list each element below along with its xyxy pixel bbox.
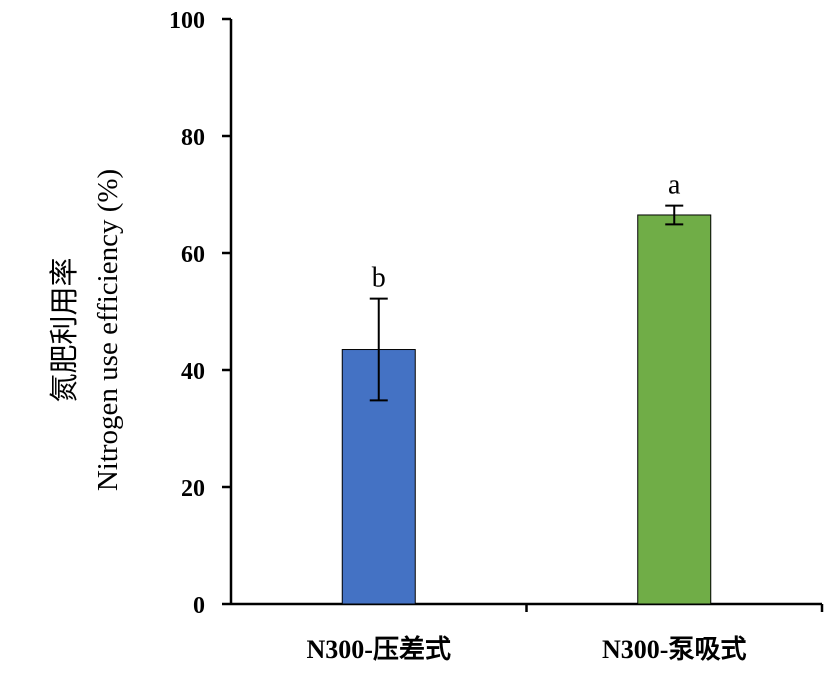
bars — [341, 214, 712, 605]
axes — [229, 19, 822, 606]
x-tick-label: N300-泵吸式 — [602, 635, 746, 664]
y-tick-label: 20 — [181, 476, 205, 502]
y-tick-label: 0 — [193, 593, 205, 619]
y-ticks: 0 20 40 60 80 100 — [169, 8, 824, 619]
x-tick-label: N300-压差式 — [307, 634, 451, 664]
y-tick-label: 100 — [169, 8, 205, 34]
error-bars — [369, 204, 684, 402]
labels: b N300-压差式 a N300-泵吸式 — [307, 170, 747, 664]
y-axis-title: 氮肥利用率 Nitrogen use efficiency (%) — [48, 169, 124, 491]
bar — [637, 214, 712, 605]
y-tick-label: 40 — [181, 359, 205, 385]
significance-label: b — [372, 263, 386, 294]
significance-label: a — [668, 170, 681, 201]
y-axis-title-en: Nitrogen use efficiency (%) — [92, 169, 124, 491]
y-tick-label: 80 — [181, 125, 205, 151]
y-axis-title-cn: 氮肥利用率 — [48, 257, 81, 402]
y-tick-label: 60 — [181, 242, 205, 268]
